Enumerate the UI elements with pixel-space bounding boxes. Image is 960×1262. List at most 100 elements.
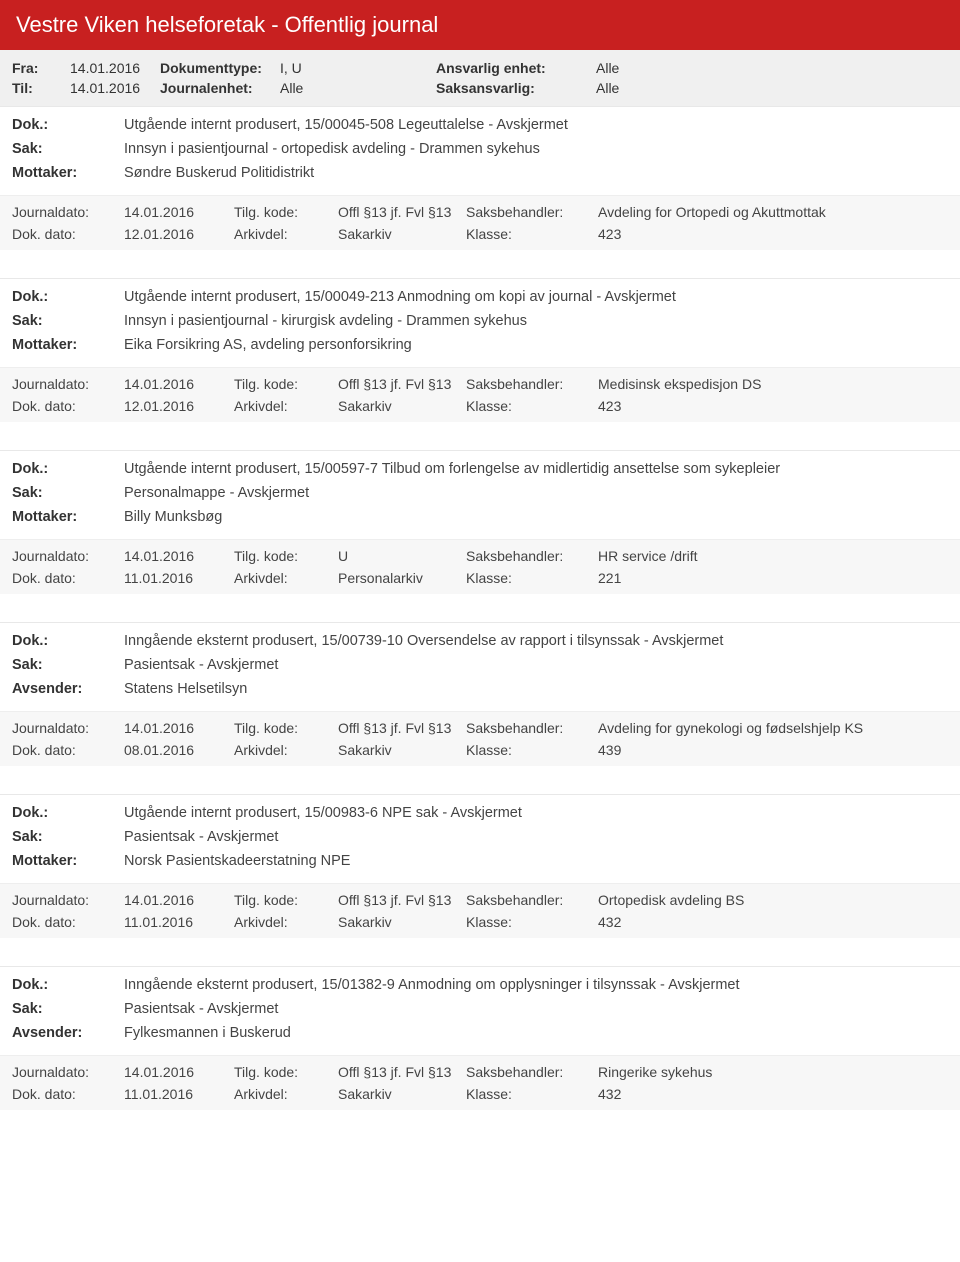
dokdato-label: Dok. dato:	[12, 570, 124, 586]
ansvarlig-label: Ansvarlig enhet:	[436, 60, 596, 76]
sak-value: Innsyn i pasientjournal - ortopedisk avd…	[124, 141, 948, 157]
party-label: Avsender:	[12, 1025, 124, 1041]
dok-label: Dok.:	[12, 805, 124, 821]
sak-label: Sak:	[12, 485, 124, 501]
journaldato-label: Journaldato:	[12, 892, 124, 908]
party-label: Mottaker:	[12, 337, 124, 353]
arkivdel-value: Personalarkiv	[338, 570, 466, 586]
saksbehandler-value: Avdeling for gynekologi og fødselshjelp …	[598, 720, 948, 736]
arkivdel-value: Sakarkiv	[338, 226, 466, 242]
saksbehandler-value: Ortopedisk avdeling BS	[598, 892, 948, 908]
dokdato-value: 12.01.2016	[124, 398, 234, 414]
page-title: Vestre Viken helseforetak - Offentlig jo…	[0, 0, 960, 50]
sak-label: Sak:	[12, 657, 124, 673]
dokdato-value: 11.01.2016	[124, 570, 234, 586]
tilgkode-value: Offl §13 jf. Fvl §13	[338, 1064, 466, 1080]
journalenhet-value: Alle	[280, 80, 436, 96]
tilgkode-label: Tilg. kode:	[234, 376, 338, 392]
journaldato-value: 14.01.2016	[124, 720, 234, 736]
journal-entry: Dok.: Utgående internt produsert, 15/000…	[0, 106, 960, 262]
arkivdel-value: Sakarkiv	[338, 1086, 466, 1102]
dokdato-value: 12.01.2016	[124, 226, 234, 242]
tilgkode-label: Tilg. kode:	[234, 1064, 338, 1080]
tilgkode-value: U	[338, 548, 466, 564]
arkivdel-label: Arkivdel:	[234, 570, 338, 586]
journaldato-label: Journaldato:	[12, 204, 124, 220]
saksbehandler-value: Avdeling for Ortopedi og Akuttmottak	[598, 204, 948, 220]
saksbehandler-label: Saksbehandler:	[466, 1064, 598, 1080]
arkivdel-value: Sakarkiv	[338, 398, 466, 414]
filter-row-1: Fra: 14.01.2016 Dokumenttype: I, U Ansva…	[12, 60, 948, 76]
dokdato-label: Dok. dato:	[12, 1086, 124, 1102]
klasse-label: Klasse:	[466, 1086, 598, 1102]
dokdato-value: 08.01.2016	[124, 742, 234, 758]
sak-label: Sak:	[12, 141, 124, 157]
klasse-value: 423	[598, 398, 948, 414]
tilgkode-label: Tilg. kode:	[234, 548, 338, 564]
doktype-value: I, U	[280, 60, 436, 76]
journaldato-label: Journaldato:	[12, 720, 124, 736]
doktype-label: Dokumenttype:	[160, 60, 280, 76]
dok-label: Dok.:	[12, 289, 124, 305]
filter-bar: Fra: 14.01.2016 Dokumenttype: I, U Ansva…	[0, 50, 960, 106]
dokdato-label: Dok. dato:	[12, 398, 124, 414]
ansvarlig-value: Alle	[596, 60, 696, 76]
sak-value: Pasientsak - Avskjermet	[124, 657, 948, 673]
klasse-label: Klasse:	[466, 570, 598, 586]
saksbehandler-value: Ringerike sykehus	[598, 1064, 948, 1080]
tilgkode-value: Offl §13 jf. Fvl §13	[338, 720, 466, 736]
dokdato-label: Dok. dato:	[12, 742, 124, 758]
dokdato-label: Dok. dato:	[12, 914, 124, 930]
party-label: Mottaker:	[12, 853, 124, 869]
journal-entry: Dok.: Inngående eksternt produsert, 15/0…	[0, 966, 960, 1122]
saksbehandler-label: Saksbehandler:	[466, 720, 598, 736]
arkivdel-value: Sakarkiv	[338, 914, 466, 930]
saksbehandler-value: Medisinsk ekspedisjon DS	[598, 376, 948, 392]
klasse-value: 439	[598, 742, 948, 758]
journaldato-value: 14.01.2016	[124, 376, 234, 392]
saksbehandler-label: Saksbehandler:	[466, 892, 598, 908]
dok-value: Inngående eksternt produsert, 15/00739-1…	[124, 633, 948, 649]
dokdato-label: Dok. dato:	[12, 226, 124, 242]
entries-list: Dok.: Utgående internt produsert, 15/000…	[0, 106, 960, 1122]
tilgkode-label: Tilg. kode:	[234, 892, 338, 908]
arkivdel-value: Sakarkiv	[338, 742, 466, 758]
tilgkode-value: Offl §13 jf. Fvl §13	[338, 376, 466, 392]
arkivdel-label: Arkivdel:	[234, 742, 338, 758]
journaldato-label: Journaldato:	[12, 376, 124, 392]
party-value: Billy Munksbøg	[124, 509, 948, 525]
klasse-label: Klasse:	[466, 914, 598, 930]
party-label: Avsender:	[12, 681, 124, 697]
journaldato-value: 14.01.2016	[124, 548, 234, 564]
saksansvarlig-value: Alle	[596, 80, 696, 96]
sak-label: Sak:	[12, 1001, 124, 1017]
party-label: Mottaker:	[12, 165, 124, 181]
meta-block: Journaldato: 14.01.2016 Tilg. kode: U Sa…	[0, 539, 960, 594]
tilgkode-label: Tilg. kode:	[234, 720, 338, 736]
dok-label: Dok.:	[12, 461, 124, 477]
meta-block: Journaldato: 14.01.2016 Tilg. kode: Offl…	[0, 711, 960, 766]
journalenhet-label: Journalenhet:	[160, 80, 280, 96]
dok-value: Utgående internt produsert, 15/00049-213…	[124, 289, 948, 305]
sak-value: Personalmappe - Avskjermet	[124, 485, 948, 501]
dok-label: Dok.:	[12, 633, 124, 649]
klasse-label: Klasse:	[466, 226, 598, 242]
dok-value: Utgående internt produsert, 15/00597-7 T…	[124, 461, 948, 477]
dok-label: Dok.:	[12, 117, 124, 133]
sak-value: Pasientsak - Avskjermet	[124, 1001, 948, 1017]
dok-label: Dok.:	[12, 977, 124, 993]
sak-label: Sak:	[12, 829, 124, 845]
arkivdel-label: Arkivdel:	[234, 914, 338, 930]
meta-block: Journaldato: 14.01.2016 Tilg. kode: Offl…	[0, 367, 960, 422]
journaldato-label: Journaldato:	[12, 548, 124, 564]
sak-label: Sak:	[12, 313, 124, 329]
tilgkode-value: Offl §13 jf. Fvl §13	[338, 204, 466, 220]
saksbehandler-label: Saksbehandler:	[466, 376, 598, 392]
sak-value: Pasientsak - Avskjermet	[124, 829, 948, 845]
dokdato-value: 11.01.2016	[124, 914, 234, 930]
journal-entry: Dok.: Utgående internt produsert, 15/005…	[0, 450, 960, 606]
journaldato-value: 14.01.2016	[124, 204, 234, 220]
klasse-label: Klasse:	[466, 398, 598, 414]
arkivdel-label: Arkivdel:	[234, 226, 338, 242]
klasse-value: 432	[598, 914, 948, 930]
